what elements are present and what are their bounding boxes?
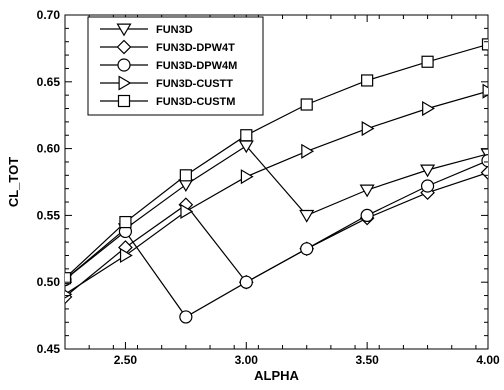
- data-point: [420, 179, 435, 193]
- data-point: [361, 74, 374, 87]
- x-axis-label: ALPHA: [254, 368, 299, 383]
- series-line: [65, 145, 488, 280]
- legend-box: [87, 16, 264, 116]
- y-tick-label: 0.60: [37, 142, 61, 156]
- data-point: [360, 208, 374, 222]
- series-fun3d: [65, 140, 488, 287]
- data-point: [178, 179, 194, 193]
- data-point: [482, 83, 488, 99]
- data-point: [179, 169, 192, 182]
- legend-marker: [117, 58, 131, 72]
- y-tick-label: 0.50: [37, 275, 61, 289]
- axes-layer: 0.45 0.50 0.55 0.60 0.65 0.70 2.50 3.00 3.50 4.00: [37, 8, 500, 367]
- series-line: [65, 43, 488, 279]
- legend-label: FUN3D: [156, 24, 193, 36]
- legend: FUN3D FUN3D-DPW4T FUN3D-DPW4M FUN3D-CUSTT FU…: [87, 16, 264, 116]
- x-tick-label: 3.50: [355, 353, 379, 367]
- legend-item: FUN3D-CUSTM: [100, 94, 235, 108]
- y-tick-label: 0.70: [37, 8, 61, 22]
- legend-marker: [117, 94, 131, 108]
- data-point: [481, 154, 488, 168]
- data-point: [119, 247, 133, 264]
- data-point: [301, 143, 315, 159]
- x-tick-label: 4.00: [476, 353, 500, 367]
- legend-item: FUN3D-CUSTT: [100, 75, 233, 91]
- data-point: [180, 203, 194, 219]
- series-line: [65, 160, 488, 318]
- y-tick-label: 0.65: [37, 75, 61, 89]
- y-tick-label: 0.45: [37, 342, 61, 356]
- data-point: [179, 310, 193, 324]
- series-line: [65, 90, 488, 295]
- legend-item: FUN3D: [100, 23, 193, 37]
- y-axis-label: CL_TOT: [6, 157, 21, 207]
- data-point: [300, 242, 314, 256]
- series-fun3d-custm: [65, 38, 488, 285]
- y-tick-label: 0.55: [37, 208, 61, 222]
- data-point: [240, 129, 253, 142]
- x-tick-label: 3.00: [235, 353, 259, 367]
- legend-label: FUN3D-CUSTM: [156, 96, 235, 108]
- data-point: [420, 164, 436, 178]
- data-point: [65, 272, 72, 285]
- data-point: [421, 55, 434, 68]
- plot-frame: [64, 14, 489, 350]
- legend-item: FUN3D-DPW4T: [100, 39, 235, 55]
- legend-marker: [118, 75, 132, 91]
- data-point: [240, 169, 254, 185]
- data-point: [300, 98, 313, 111]
- legend-marker: [116, 23, 132, 37]
- legend-marker: [116, 39, 132, 55]
- data-point: [119, 215, 132, 229]
- data-point: [481, 38, 488, 51]
- x-tick-label: 2.50: [114, 353, 138, 367]
- plot-area: [64, 14, 489, 350]
- legend-item: FUN3D-DPW4M: [100, 58, 237, 72]
- data-point: [359, 184, 375, 198]
- legend-label: FUN3D-CUSTT: [156, 78, 233, 90]
- legend-label: FUN3D-DPW4T: [156, 42, 235, 54]
- series-layer: [65, 38, 488, 324]
- series-fun3d-custt: [65, 83, 488, 299]
- data-point: [239, 275, 253, 289]
- data-point: [422, 100, 435, 117]
- data-point: [361, 121, 375, 137]
- data-point: [480, 148, 488, 162]
- data-point: [480, 165, 488, 180]
- data-point: [299, 209, 315, 223]
- legend-label: FUN3D-DPW4M: [156, 60, 237, 72]
